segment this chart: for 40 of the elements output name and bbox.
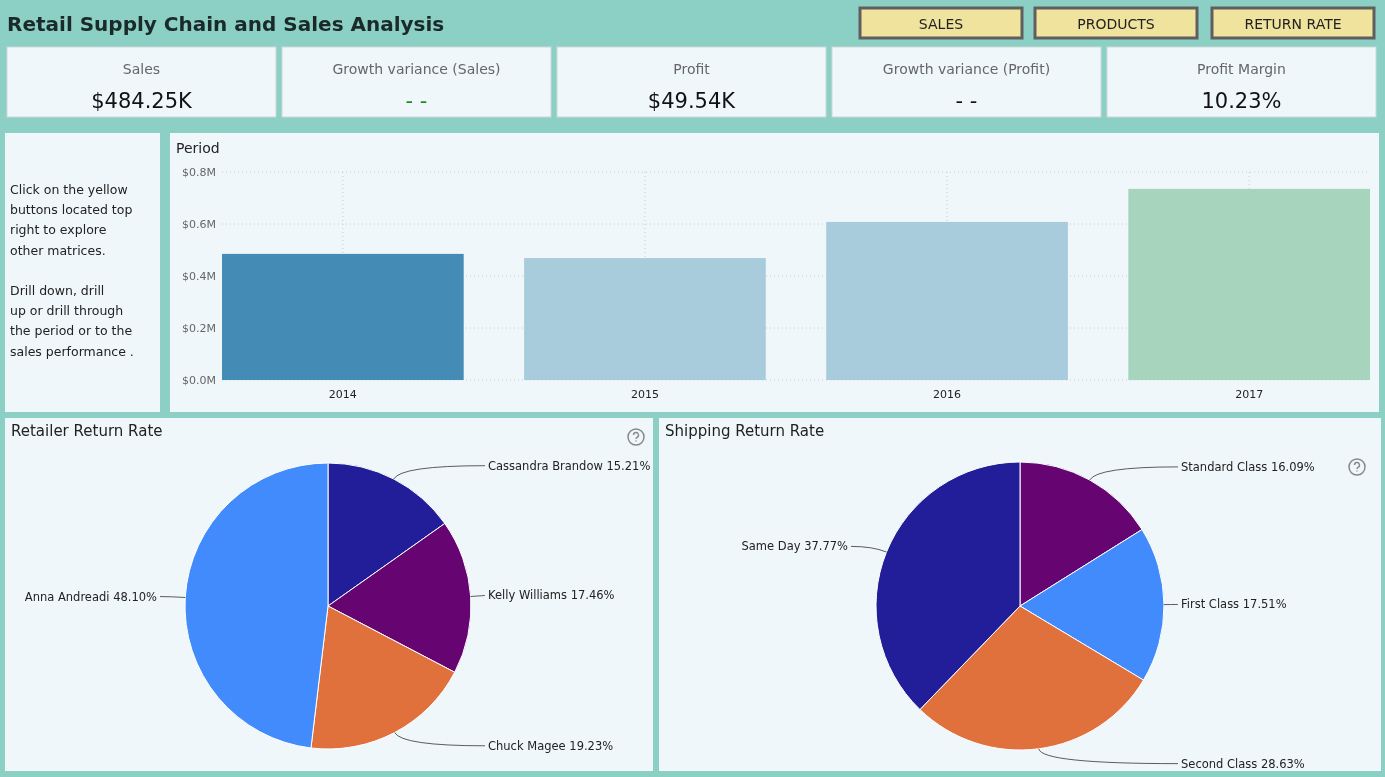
text: - - <box>405 89 428 113</box>
text: Click on the yellow buttons located top right to explore other matrices. <box>10 182 133 258</box>
y-tick-label: $0.0M <box>182 374 216 387</box>
y-tick-label: $0.6M <box>182 218 216 231</box>
text: Retail Supply Chain and Sales Analysis <box>7 12 445 36</box>
x-tick-label: 2015 <box>630 388 659 401</box>
y-tick-label: $0.2M <box>182 322 216 335</box>
text: Growth variance (Profit) <box>882 61 1051 77</box>
text: Growth variance (Sales) <box>332 61 501 77</box>
y-tick-label: $0.8M <box>182 166 216 179</box>
slice-label: Standard Class 16.09% <box>1181 459 1315 474</box>
button: RETURN RATE <box>1210 6 1376 40</box>
slice-label: Second Class 28.63% <box>1181 756 1305 771</box>
text: $49.54K <box>647 89 737 113</box>
text: 10.23% <box>1201 89 1282 113</box>
bar <box>222 253 464 380</box>
slice-label: Anna Andreadi 48.10% <box>24 589 158 604</box>
y-tick-label: $0.4M <box>182 270 216 283</box>
button: PRODUCTS <box>1033 6 1199 40</box>
bar <box>524 258 766 380</box>
text: Drill down, drill up or drill through the period or to the sales performance . <box>10 283 134 359</box>
x-tick-label: 2014 <box>328 388 357 401</box>
bar <box>1128 188 1370 380</box>
chart-title: Shipping Return Rate <box>665 422 825 440</box>
chart-title: Period <box>176 140 220 156</box>
slice-label: Cassandra Brandow 15.21% <box>488 458 651 473</box>
bar <box>826 221 1068 380</box>
chart-title: Retailer Return Rate <box>11 422 163 440</box>
x-tick-label: 2017 <box>1235 388 1264 401</box>
text: $484.25K <box>91 89 194 113</box>
text: - - <box>955 89 978 113</box>
text: Profit <box>673 61 711 77</box>
slice-label: First Class 17.51% <box>1181 597 1287 612</box>
text: Profit Margin <box>1197 61 1286 77</box>
x-tick-label: 2016 <box>933 388 962 401</box>
slice-label: Same Day 37.77% <box>741 539 849 554</box>
text: Sales <box>122 61 161 77</box>
slice-label: Chuck Magee 19.23% <box>488 738 614 753</box>
button: SALES <box>858 6 1024 40</box>
slice-label: Kelly Williams 17.46% <box>488 588 615 603</box>
